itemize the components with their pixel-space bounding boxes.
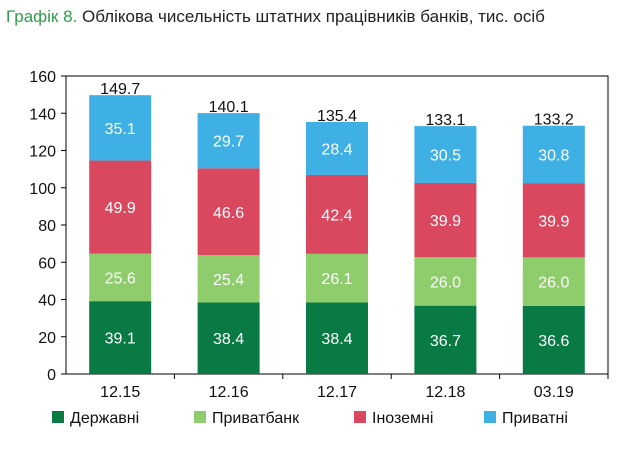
bar-segment (414, 257, 477, 306)
total-label: 135.4 (317, 108, 357, 125)
data-label: 26.0 (538, 275, 569, 292)
legend-swatch (354, 411, 366, 423)
bar-segment (89, 253, 152, 302)
data-label: 26.1 (321, 271, 352, 288)
bar-segment (414, 305, 477, 374)
data-label: 42.4 (321, 207, 352, 224)
bar-segment (197, 113, 260, 169)
data-label: 38.4 (213, 331, 244, 348)
total-label: 149.7 (100, 81, 140, 98)
bar-segment (89, 95, 152, 161)
legend-label: Приватбанк (212, 410, 300, 427)
data-label: 38.4 (321, 331, 352, 348)
chart-title-text: Облікова чисельність штатних працівників… (77, 7, 545, 26)
total-label: 140.1 (209, 99, 249, 116)
data-label: 39.1 (105, 331, 136, 348)
x-tick-label: 03.19 (534, 384, 574, 401)
data-label: 25.4 (213, 272, 244, 289)
bar-segment (522, 305, 585, 374)
x-tick-label: 12.16 (209, 384, 249, 401)
y-tick-label: 20 (38, 330, 56, 347)
bar-segment (306, 122, 368, 175)
x-tick-label: 12.15 (100, 384, 140, 401)
data-label: 28.4 (321, 141, 352, 158)
y-tick-label: 120 (29, 144, 56, 161)
chart-title-prefix: Графік 8. (6, 7, 78, 26)
bar-segment (197, 168, 260, 256)
data-label: 39.9 (430, 213, 461, 230)
y-tick-label: 160 (29, 69, 56, 86)
legend-swatch (52, 411, 64, 423)
data-label: 39.9 (538, 213, 569, 230)
total-label: 133.1 (425, 112, 465, 129)
bar-segment (522, 125, 585, 184)
legend-swatch (194, 411, 206, 423)
y-tick-label: 40 (38, 293, 56, 310)
legend-swatch (484, 411, 496, 423)
data-label: 35.1 (105, 121, 136, 138)
bar-segment (522, 183, 585, 258)
data-label: 36.6 (538, 333, 569, 350)
x-tick-label: 12.17 (317, 384, 357, 401)
bar-segment (89, 160, 152, 254)
bar-segment (522, 257, 585, 306)
data-label: 30.8 (538, 147, 569, 164)
bar-segment (306, 253, 368, 303)
data-label: 29.7 (213, 134, 244, 151)
y-tick-label: 140 (29, 106, 56, 123)
data-label: 36.7 (430, 333, 461, 350)
data-label: 25.6 (105, 270, 136, 287)
y-tick-label: 60 (38, 255, 56, 272)
chart-title: Графік 8. Облікова чисельність штатних п… (6, 6, 606, 28)
total-label: 133.2 (534, 112, 574, 129)
legend-label: Приватні (502, 410, 568, 427)
data-label: 46.6 (213, 205, 244, 222)
y-tick-label: 80 (38, 218, 56, 235)
data-label: 49.9 (105, 200, 136, 217)
bar-segment (89, 301, 152, 374)
legend-label: Іноземні (372, 410, 433, 427)
x-tick-label: 12.18 (425, 384, 465, 401)
bar-segment (306, 302, 368, 374)
bar-segment (197, 255, 260, 303)
y-tick-label: 100 (29, 181, 56, 198)
bar-segment (414, 126, 477, 183)
bar-segment (197, 302, 260, 374)
bar-segment (414, 182, 477, 258)
bar-segment (306, 174, 368, 254)
data-label: 26.0 (430, 274, 461, 291)
y-tick-label: 0 (47, 367, 56, 384)
legend-label: Державні (70, 410, 139, 427)
data-label: 30.5 (430, 148, 461, 165)
